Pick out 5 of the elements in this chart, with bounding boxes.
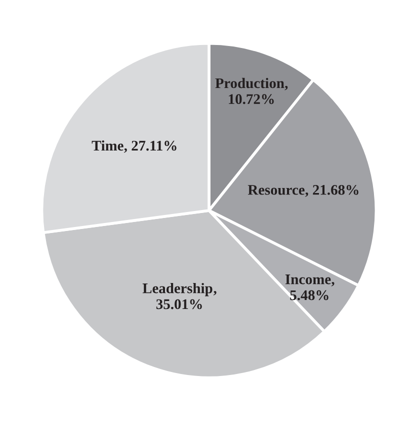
data-label: , 21.68% [305,184,358,197]
slice-label: Resource [248,185,305,195]
slice-label: Production [215,78,284,88]
data-label: , 27.11% [124,140,176,153]
slice-label: Time [92,140,124,151]
